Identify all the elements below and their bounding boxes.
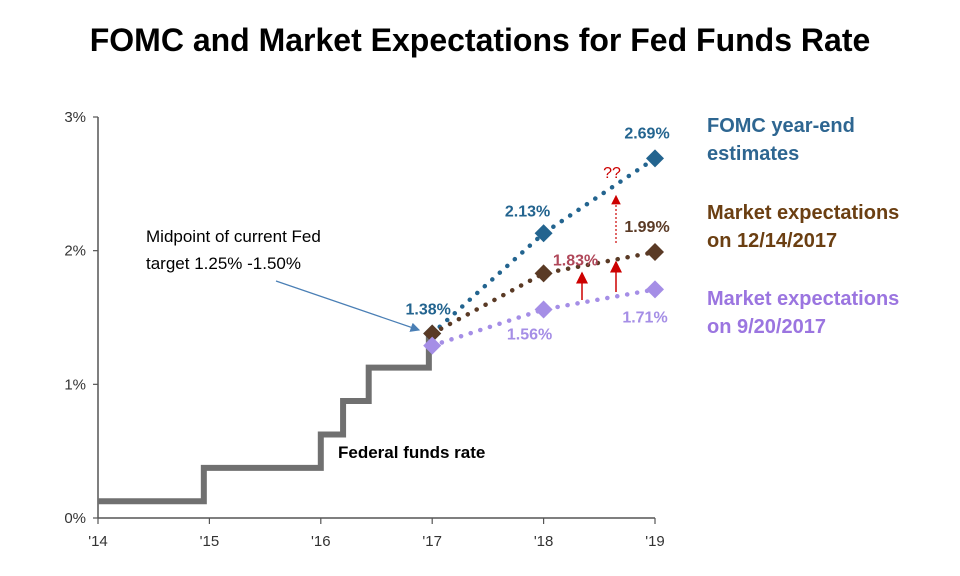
x-tick-label: '19 (645, 533, 665, 550)
legend-entry-sep: on 9/20/2017 (707, 316, 826, 338)
data-point-marker (534, 224, 553, 243)
data-label: 1.71% (622, 309, 667, 326)
legend-entry-sep: Market expectations (707, 288, 899, 310)
data-label: 1.83% (553, 252, 598, 269)
labels-layer: 1.38% 2.13% 2.69% 1.83% 1.99% 1.56% 1.71% (406, 125, 670, 343)
data-label: 2.13% (505, 203, 550, 220)
x-tick-label: '15 (200, 533, 220, 550)
midpoint-arrow (275, 280, 421, 332)
ffr-label: Federal funds rate (338, 443, 485, 462)
x-tick-label: '16 (311, 533, 331, 550)
data-label: 1.99% (624, 219, 669, 236)
x-tick-label: '17 (422, 533, 442, 550)
legend-entry-fomc: estimates (707, 143, 799, 165)
legend-entry-fomc: FOMC year-end (707, 115, 855, 137)
data-label: 2.69% (624, 125, 669, 142)
legend-entry-dec: on 12/14/2017 (707, 230, 837, 252)
data-label: 1.38% (406, 302, 451, 319)
y-tick-label: 2% (64, 243, 86, 260)
data-point-marker (646, 149, 664, 168)
axes: 0% 1% 2% 3% '14 '15 '16 '17 '18 '19 (64, 109, 664, 550)
x-tick-label: '14 (88, 533, 108, 550)
data-point-marker (423, 324, 442, 343)
data-point-marker (534, 264, 553, 283)
chart-title: FOMC and Market Expectations for Fed Fun… (89, 22, 871, 58)
y-tick-label: 1% (64, 376, 86, 393)
series-line-2 (429, 249, 658, 336)
x-tick-label: '18 (534, 533, 554, 550)
series-layer (98, 149, 664, 505)
data-label: 1.56% (507, 326, 552, 343)
question-marks: ?? (603, 165, 621, 182)
midpoint-note-line: target 1.25% -1.50% (146, 254, 301, 273)
annotation-layer: Midpoint of current Fed target 1.25% -1.5… (146, 165, 622, 462)
y-tick-label: 3% (64, 109, 86, 126)
y-tick-label: 0% (64, 510, 86, 527)
data-point-marker (646, 280, 664, 299)
data-point-marker (423, 336, 442, 355)
legend-entry-dec: Market expectations (707, 202, 899, 224)
data-point-marker (534, 300, 553, 319)
legend-layer: FOMC year-end estimates Market expectation… (707, 115, 899, 338)
series-line-3 (429, 287, 658, 348)
midpoint-note-line: Midpoint of current Fed (146, 227, 321, 246)
ffr-step-line (98, 334, 432, 505)
data-point-marker (646, 243, 664, 262)
